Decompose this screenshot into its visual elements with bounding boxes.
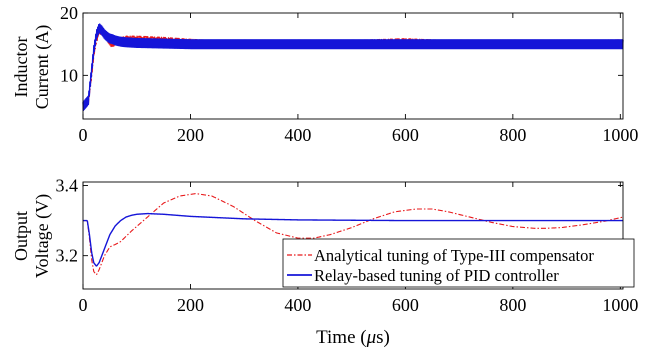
current-ytick-label: 10 — [60, 65, 78, 85]
current-xtick-label: 0 — [79, 125, 88, 145]
current-panel: 0 200 400 600 800 1000 10 20 Inductor Current … — [11, 3, 638, 145]
current-xtick-label: 200 — [177, 125, 204, 145]
current-xtick-label: 1000 — [602, 125, 638, 145]
voltage-ylabel-line1: Output — [11, 211, 31, 261]
current-ylabel-line2: Current (A) — [32, 25, 53, 109]
voltage-xtick-label: 1000 — [602, 295, 638, 315]
voltage-series-relay-line — [82, 212, 624, 267]
legend-label-analytical: Analytical tuning of Type-III compensato… — [314, 246, 594, 265]
legend-box — [282, 238, 635, 288]
current-xtick-label: 600 — [392, 125, 419, 145]
current-ytick-label: 20 — [60, 3, 78, 23]
current-xtick-label: 400 — [284, 125, 311, 145]
voltage-ytick-label: 3.2 — [56, 246, 79, 266]
voltage-xtick-label: 0 — [79, 295, 88, 315]
legend-label-relay: Relay-based tuning of PID controller — [314, 266, 559, 285]
voltage-ytick-label: 3.4 — [56, 176, 79, 196]
voltage-xtick-label: 200 — [177, 295, 204, 315]
legend: Analytical tuning of Type-III compensato… — [282, 238, 635, 288]
voltage-panel: 0 200 400 600 800 1000 3.2 3.4 Output Voltage … — [11, 176, 638, 348]
current-ylabel-line1: Inductor — [11, 37, 31, 98]
voltage-xtick-label: 800 — [499, 295, 526, 315]
current-plot-area — [83, 13, 623, 119]
voltage-series-analytical-line — [82, 193, 624, 276]
voltage-xtick-label: 400 — [284, 295, 311, 315]
voltage-xtick-label: 600 — [392, 295, 419, 315]
current-axes-frame — [82, 12, 624, 120]
voltage-axes-frame — [82, 181, 624, 290]
voltage-ylabel-line2: Voltage (V) — [32, 194, 53, 278]
current-series-relay-line — [82, 23, 624, 112]
current-xtick-label: 800 — [499, 125, 526, 145]
voltage-xlabel: Time (μs) — [316, 327, 390, 348]
